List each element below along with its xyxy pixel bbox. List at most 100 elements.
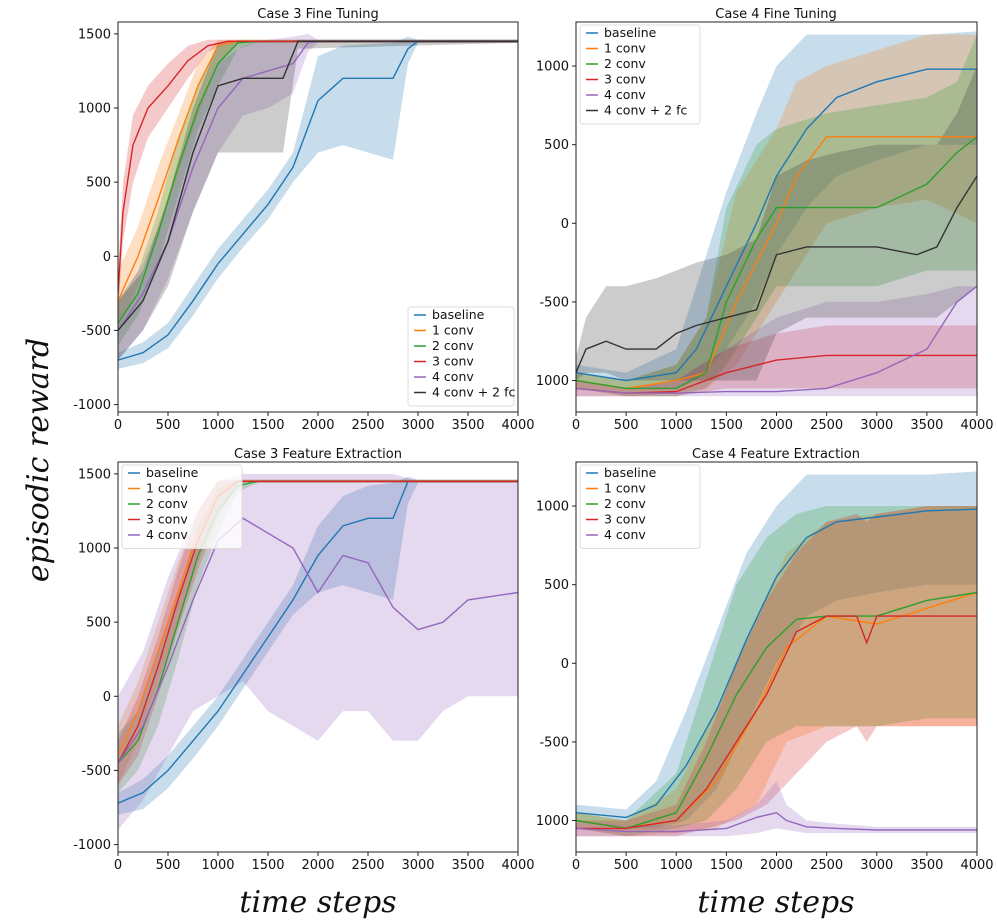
line-2-conv	[576, 136, 977, 390]
y-tick-label: -1000	[73, 838, 111, 853]
band-baseline	[576, 471, 977, 829]
y-tick-label: 1500	[78, 467, 111, 482]
y-tick-label: -1000	[73, 398, 111, 413]
legend-entry: baseline	[432, 307, 485, 322]
y-axis-label: episodic reward	[21, 338, 56, 582]
line-baseline	[576, 68, 977, 382]
legend-box	[407, 306, 515, 407]
x-tick-label: 2000	[301, 858, 334, 873]
band-1-conv	[576, 34, 977, 397]
x-tick-label: 500	[614, 858, 639, 873]
y-tick-label: -500	[81, 764, 111, 779]
legend-entry: 2 conv	[146, 496, 188, 511]
chart-case3-fine-tuning: Case 3 Fine Tuning 0 500 1000 1500 2000 2500 30…	[73, 7, 534, 433]
legend-entry: 3 conv	[146, 512, 188, 527]
plot-area	[118, 33, 518, 370]
line-3-conv	[576, 615, 977, 830]
line-baseline	[576, 508, 977, 819]
legend-entry: 2 conv	[604, 496, 646, 511]
y-tick-label: 500	[544, 138, 569, 153]
legend-entry: 2 conv	[604, 56, 646, 71]
plot-area	[576, 471, 977, 837]
band-4-conv	[118, 33, 518, 361]
plot-area	[118, 473, 518, 830]
line-4-conv-2-fc	[118, 40, 518, 331]
legend-entry: 4 conv	[146, 527, 188, 542]
y-tick-label: 1000	[536, 374, 569, 389]
legend-box	[579, 24, 701, 125]
x-tick-label: 2500	[351, 858, 384, 873]
x-tick-label: 3000	[401, 418, 434, 433]
line-1-conv	[118, 40, 518, 302]
legend-entry: 4 conv + 2 fc	[432, 385, 516, 400]
line-4-conv	[118, 517, 518, 764]
y-tick-label: 500	[86, 616, 111, 631]
x-tick-label: 4000	[501, 858, 534, 873]
band-4-conv-2-fc	[118, 39, 518, 361]
x-tick-label: 0	[114, 418, 122, 433]
line-1-conv	[576, 136, 977, 390]
x-tick-label: 4000	[501, 418, 534, 433]
legend-entry: 2 conv	[432, 338, 474, 353]
x-tick-label: 500	[156, 418, 181, 433]
band-2-conv	[576, 506, 977, 837]
legend-entry: 1 conv	[604, 481, 646, 496]
y-tick-label: -500	[539, 735, 569, 750]
legend-entry: 4 conv	[604, 527, 646, 542]
x-tick-label: 2500	[810, 858, 843, 873]
legend-box	[579, 464, 701, 549]
legend-entry: 3 conv	[604, 72, 646, 87]
y-tick-label: 0	[103, 690, 111, 705]
line-3-conv	[118, 40, 518, 294]
y-tick-label: 0	[103, 250, 111, 265]
legend-entry: 3 conv	[432, 354, 474, 369]
x-tick-label: 0	[114, 858, 122, 873]
x-tick-label: 0	[572, 418, 580, 433]
line-2-conv	[576, 591, 977, 830]
x-tick-label: 1500	[251, 418, 284, 433]
legend-entry: 3 conv	[604, 512, 646, 527]
y-tick-label: 1000	[536, 60, 569, 75]
legend-entry: baseline	[604, 465, 657, 480]
x-tick-label: 1000	[201, 418, 234, 433]
legend-entry: 4 conv + 2 fc	[604, 103, 688, 118]
x-tick-label: 2500	[810, 418, 843, 433]
x-tick-label: 1000	[660, 858, 693, 873]
band-4-conv	[576, 781, 977, 837]
legend-entry: 1 conv	[146, 481, 188, 496]
band-4-conv	[118, 473, 518, 830]
x-tick-label: 2000	[760, 858, 793, 873]
x-tick-label: 1500	[251, 858, 284, 873]
y-tick-label: 500	[86, 176, 111, 191]
x-tick-label: 2000	[301, 418, 334, 433]
x-tick-label: 3500	[451, 418, 484, 433]
band-3-conv	[576, 325, 977, 397]
x-tick-label: 1500	[710, 418, 743, 433]
x-tick-label: 4000	[960, 418, 993, 433]
x-tick-label: 1000	[201, 858, 234, 873]
y-tick-label: 1000	[78, 542, 111, 557]
x-tick-label: 3000	[401, 858, 434, 873]
band-baseline	[118, 36, 518, 370]
x-tick-label: 3000	[860, 858, 893, 873]
chart-case4-feature-extraction: Case 4 Feature Extraction 0 500 1000 1500 200…	[536, 447, 994, 873]
x-tick-label: 1000	[660, 418, 693, 433]
line-4-conv	[576, 285, 977, 394]
x-tick-label: 500	[156, 858, 181, 873]
x-tick-label: 500	[614, 418, 639, 433]
x-axis-label-right: time steps	[697, 885, 854, 920]
y-tick-label: 1500	[78, 27, 111, 42]
band-2-conv	[576, 34, 977, 397]
y-tick-label: 500	[544, 578, 569, 593]
legend-entry: 4 conv	[604, 87, 646, 102]
legend-entry: 4 conv	[432, 369, 474, 384]
x-axis-label-left: time steps	[239, 885, 396, 920]
plot-area	[576, 31, 977, 397]
chart-title: Case 4 Fine Tuning	[715, 7, 836, 22]
y-tick-label: 1000	[536, 500, 569, 515]
legend-entry: baseline	[146, 465, 199, 480]
